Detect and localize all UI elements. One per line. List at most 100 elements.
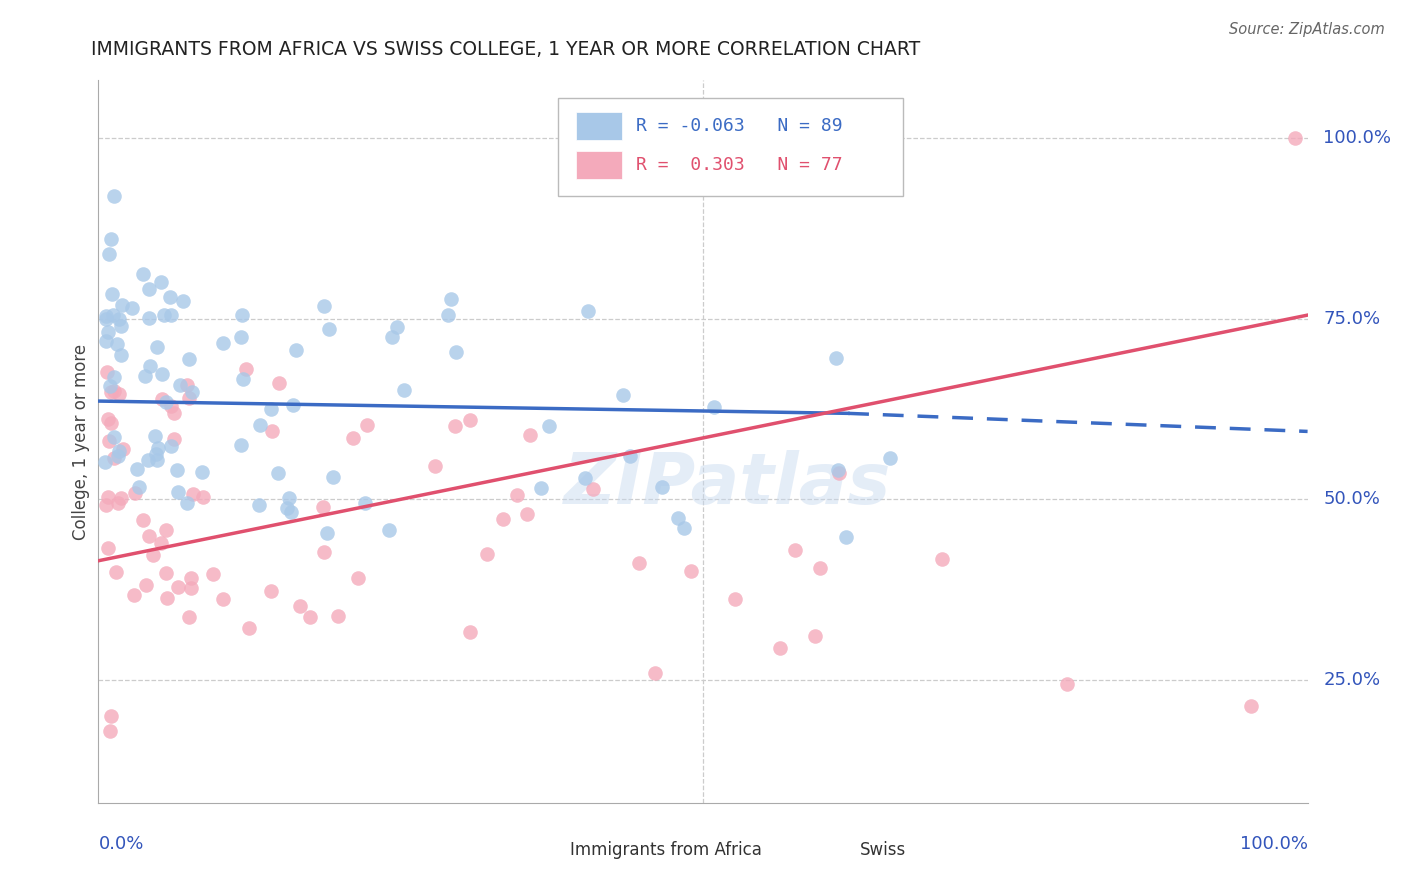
Point (322, 470, 344, 484)
Point (138, 529, 160, 543)
Point (381, 330, 404, 344)
Point (94, 312, 117, 326)
Point (148, 441, 170, 455)
Point (150, 392, 173, 407)
Point (163, 406, 186, 420)
Point (103, 430, 125, 444)
Point (96, 365, 118, 379)
Point (152, 367, 174, 381)
Point (212, 335, 235, 350)
Point (98, 246, 121, 260)
Point (176, 496, 198, 510)
Point (167, 484, 190, 499)
Point (111, 298, 134, 312)
Point (121, 301, 143, 315)
Point (101, 308, 124, 322)
Point (138, 311, 160, 326)
Point (136, 453, 159, 467)
Text: Source: ZipAtlas.com: Source: ZipAtlas.com (1229, 22, 1385, 37)
Text: IMMIGRANTS FROM AFRICA VS SWISS COLLEGE, 1 YEAR OR MORE CORRELATION CHART: IMMIGRANTS FROM AFRICA VS SWISS COLLEGE,… (91, 40, 921, 59)
Point (107, 496, 129, 510)
Point (104, 565, 127, 579)
Point (679, 564, 702, 578)
Point (260, 401, 283, 416)
Point (138, 359, 160, 374)
Point (97, 325, 120, 339)
Point (769, 640, 792, 655)
Point (458, 413, 481, 427)
Point (231, 309, 253, 323)
Point (108, 387, 131, 401)
Point (276, 501, 298, 516)
Point (162, 432, 184, 446)
Text: 75.0%: 75.0% (1323, 310, 1381, 327)
Point (201, 566, 224, 581)
Point (516, 507, 538, 521)
Point (423, 459, 446, 474)
Point (825, 351, 848, 366)
Point (808, 561, 831, 575)
Point (159, 399, 181, 413)
Point (103, 450, 125, 465)
Point (135, 578, 157, 592)
Point (146, 453, 169, 467)
Point (703, 400, 725, 414)
Point (100, 232, 122, 246)
Point (298, 610, 321, 624)
Point (1284, 131, 1306, 145)
Point (249, 498, 271, 512)
Point (378, 523, 401, 537)
Point (177, 391, 200, 405)
Point (394, 383, 416, 397)
Point (122, 588, 145, 602)
Point (111, 442, 134, 457)
Point (159, 290, 181, 304)
Point (145, 447, 167, 461)
Point (530, 481, 553, 495)
Bar (576, 151, 621, 178)
Point (103, 189, 125, 203)
Point (172, 294, 194, 309)
Point (238, 621, 260, 635)
Point (155, 395, 177, 409)
Point (574, 471, 596, 485)
Point (107, 311, 129, 326)
Text: 100.0%: 100.0% (1240, 835, 1308, 854)
Point (312, 545, 335, 559)
Point (103, 370, 125, 384)
Point (724, 591, 747, 606)
Point (666, 511, 689, 525)
Point (318, 322, 340, 336)
Text: 100.0%: 100.0% (1323, 129, 1392, 147)
Point (314, 299, 336, 313)
Point (180, 385, 202, 400)
Point (97, 541, 120, 556)
Point (145, 429, 167, 443)
Point (931, 551, 953, 566)
Text: R = -0.063   N = 89: R = -0.063 N = 89 (637, 117, 844, 135)
Point (672, 521, 695, 535)
Point (835, 529, 858, 543)
Point (94, 334, 117, 349)
Point (356, 418, 378, 433)
Point (267, 467, 290, 481)
Text: 50.0%: 50.0% (1323, 491, 1381, 508)
Point (328, 608, 350, 623)
Point (354, 496, 377, 510)
Point (177, 610, 200, 624)
Point (138, 282, 160, 296)
Point (458, 625, 481, 640)
Point (97, 434, 120, 449)
Point (783, 542, 806, 557)
Point (103, 384, 125, 398)
Point (285, 343, 308, 358)
Point (131, 267, 153, 281)
Point (190, 466, 212, 480)
Point (288, 599, 311, 613)
Point (267, 376, 290, 390)
Point (619, 450, 641, 464)
Point (280, 505, 302, 519)
Point (828, 466, 851, 480)
Point (387, 320, 409, 334)
Point (176, 378, 198, 392)
